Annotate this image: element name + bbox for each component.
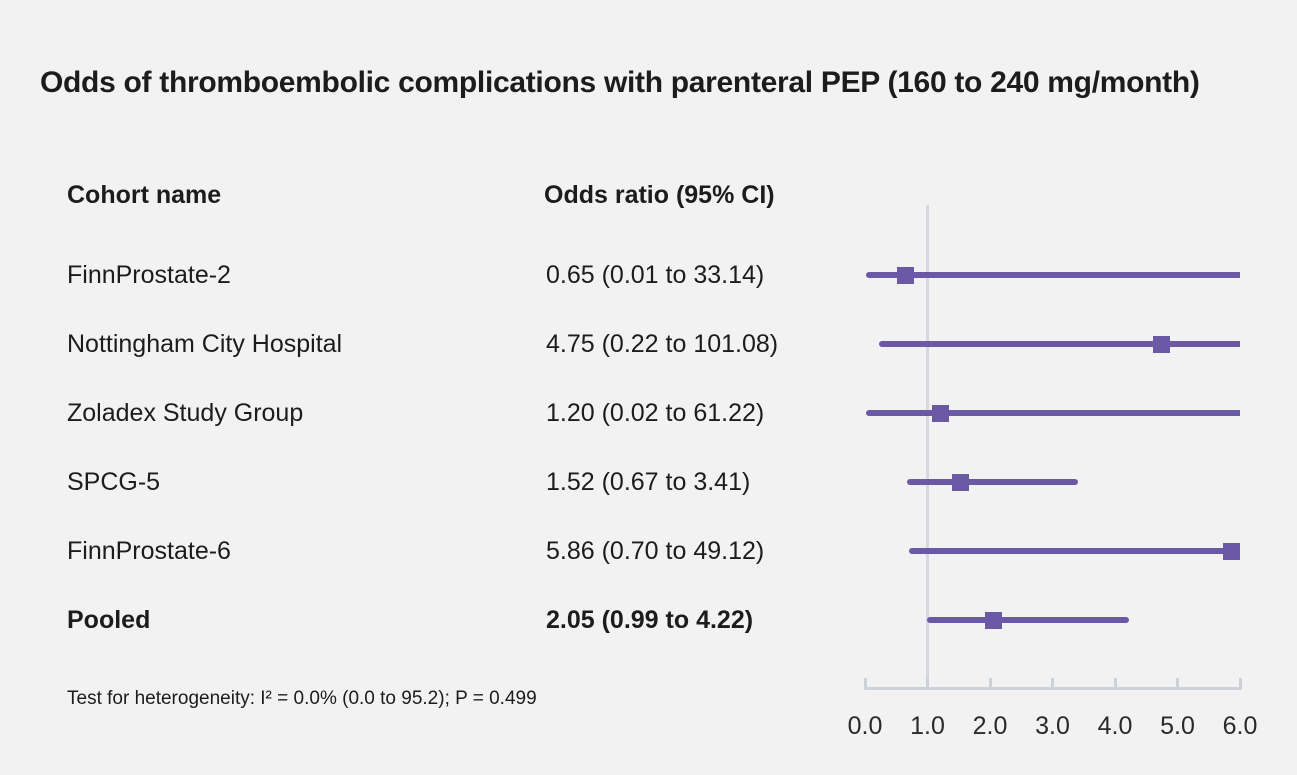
x-axis-tick-label: 1.0 bbox=[910, 712, 945, 740]
x-axis-tick bbox=[1238, 678, 1242, 688]
x-axis bbox=[864, 687, 1242, 690]
x-axis-tick-label: 0.0 bbox=[847, 712, 883, 740]
point-estimate-marker bbox=[951, 473, 969, 491]
point-estimate-marker bbox=[1153, 335, 1171, 353]
odds-ratio-value: 2.05 (0.99 to 4.22) bbox=[546, 606, 754, 634]
point-estimate-marker bbox=[897, 266, 915, 284]
x-axis-tick bbox=[1176, 678, 1179, 688]
odds-ratio-value: 1.52 (0.67 to 3.41) bbox=[546, 468, 751, 496]
x-axis-tick bbox=[863, 678, 867, 688]
odds-ratio-value: 5.86 (0.70 to 49.12) bbox=[546, 537, 765, 565]
x-axis-tick bbox=[1051, 678, 1054, 688]
confidence-interval-bar bbox=[908, 548, 1240, 554]
point-estimate-marker bbox=[1222, 542, 1240, 560]
confidence-interval-bar bbox=[866, 410, 1240, 416]
cohort-label: FinnProstate-2 bbox=[67, 261, 231, 289]
confidence-interval-bar bbox=[926, 617, 1129, 623]
odds-ratio-value: 0.65 (0.01 to 33.14) bbox=[546, 261, 765, 289]
odds-ratio-value: 1.20 (0.02 to 61.22) bbox=[546, 399, 765, 427]
point-estimate-marker bbox=[984, 611, 1002, 629]
x-axis-tick-label: 6.0 bbox=[1222, 712, 1258, 740]
cohort-label: SPCG-5 bbox=[67, 468, 161, 496]
odds-ratio-value: 4.75 (0.22 to 101.08) bbox=[546, 330, 779, 358]
x-axis-tick-label: 3.0 bbox=[1035, 712, 1070, 740]
odds-ratio-column-header: Odds ratio (95% CI) bbox=[544, 181, 775, 209]
x-axis-tick-label: 5.0 bbox=[1160, 712, 1195, 740]
cohort-label: Pooled bbox=[67, 606, 151, 634]
cohort-label: FinnProstate-6 bbox=[67, 537, 231, 565]
cohort-column-header: Cohort name bbox=[67, 181, 222, 209]
chart-title: Odds of thromboembolic complications wit… bbox=[40, 66, 1200, 99]
point-estimate-marker bbox=[931, 404, 949, 422]
cohort-label: Zoladex Study Group bbox=[67, 399, 304, 427]
heterogeneity-note: Test for heterogeneity: I² = 0.0% (0.0 t… bbox=[67, 688, 537, 709]
cohort-label: Nottingham City Hospital bbox=[67, 330, 343, 358]
reference-line bbox=[926, 205, 929, 687]
x-axis-tick bbox=[988, 678, 992, 688]
x-axis-tick bbox=[926, 678, 929, 688]
confidence-interval-bar bbox=[878, 341, 1240, 347]
confidence-interval-bar bbox=[906, 479, 1079, 485]
x-axis-tick-label: 4.0 bbox=[1097, 712, 1133, 740]
x-axis-tick bbox=[1113, 678, 1117, 688]
x-axis-tick-label: 2.0 bbox=[972, 712, 1008, 740]
confidence-interval-bar bbox=[865, 272, 1240, 278]
